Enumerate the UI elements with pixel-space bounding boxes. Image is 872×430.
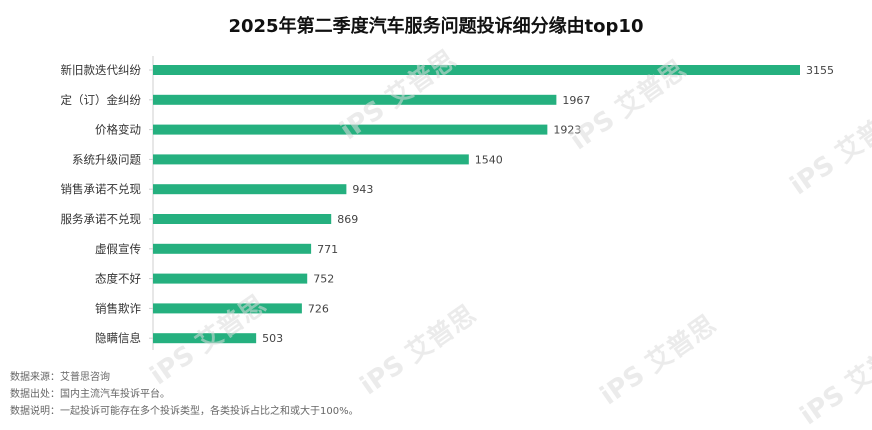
- category-label: 价格变动: [95, 123, 141, 137]
- category-label: 隐瞒信息: [95, 331, 141, 345]
- data-label: 771: [317, 243, 338, 256]
- bar: [153, 124, 548, 135]
- note-source: 数据来源：艾普思咨询: [10, 372, 110, 383]
- data-label: 1967: [562, 94, 590, 107]
- note-origin: 数据出处：国内主流汽车投诉平台。: [10, 389, 170, 400]
- category-label: 新旧款迭代纠纷: [61, 63, 142, 77]
- data-label: 726: [308, 302, 329, 315]
- category-label: 态度不好: [95, 272, 141, 286]
- data-label: 869: [337, 213, 358, 226]
- data-label: 1923: [553, 124, 581, 137]
- data-label: 1540: [475, 153, 503, 166]
- bar: [153, 243, 312, 254]
- category-label: 虚假宣传: [95, 242, 141, 256]
- note-explanation: 数据说明：一起投诉可能存在多个投诉类型，各类投诉占比之和或大于100%。: [10, 406, 359, 417]
- category-label: 销售承诺不兑现: [61, 182, 142, 196]
- bar: [153, 65, 800, 75]
- category-label: 服务承诺不兑现: [61, 212, 142, 226]
- data-label: 3155: [806, 64, 834, 77]
- bar: [153, 184, 347, 195]
- category-label: 定（订）金纠纷: [61, 93, 142, 107]
- bar: [153, 273, 308, 284]
- category-label: 系统升级问题: [72, 152, 141, 166]
- bar: [153, 94, 557, 105]
- bar: [153, 154, 469, 165]
- category-label: 销售欺诈: [95, 301, 141, 315]
- bar: [153, 214, 332, 224]
- source-notes: 数据来源：艾普思咨询 数据出处：国内主流汽车投诉平台。 数据说明：一起投诉可能存…: [10, 369, 359, 420]
- data-label: 503: [262, 332, 283, 345]
- bar: [153, 303, 302, 314]
- bar: [153, 333, 257, 344]
- data-label: 752: [313, 273, 334, 286]
- chart-title: 2025年第二季度汽车服务问题投诉细分缘由top10: [228, 16, 644, 37]
- data-label: 943: [352, 183, 373, 196]
